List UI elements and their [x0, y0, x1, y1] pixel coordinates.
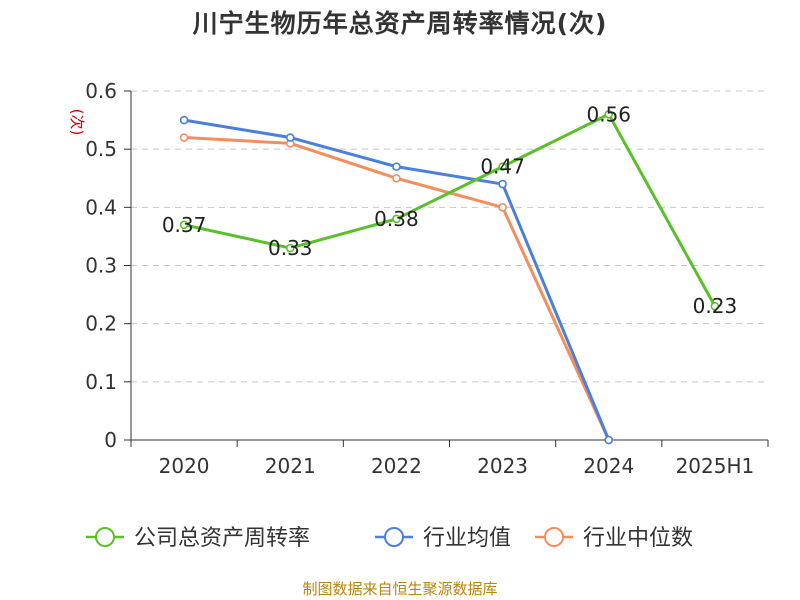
data-label: 0.23 — [693, 294, 738, 318]
legend-swatch-marker — [384, 527, 404, 547]
x-tick-label: 2022 — [371, 454, 422, 478]
data-point — [710, 301, 720, 311]
grid-lines — [131, 90, 768, 383]
y-tick-label: 0.1 — [85, 370, 117, 394]
data-source-note: 制图数据来自恒生聚源数据库 — [302, 580, 498, 598]
data-point — [285, 133, 295, 142]
y-tick-label: 0 — [104, 428, 117, 452]
y-tick-label: 0.4 — [85, 195, 117, 219]
x-tick-label: 2025H1 — [676, 454, 755, 478]
data-point — [392, 173, 401, 183]
legend-item[interactable]: 行业中位数 — [535, 526, 693, 551]
data-point — [392, 214, 401, 224]
series-lines — [179, 109, 720, 445]
data-label: 0.37 — [162, 213, 207, 237]
legend-item[interactable]: 公司总资产周转率 — [86, 526, 310, 551]
data-point — [179, 220, 189, 230]
data-point — [498, 179, 507, 189]
chart-title: 川宁生物历年总资产周转率情况(次) — [192, 9, 608, 38]
y-tick-label: 0.3 — [85, 254, 117, 278]
data-point — [604, 109, 614, 119]
data-point — [179, 115, 189, 125]
legend-swatch-marker — [95, 527, 115, 547]
legend-label: 公司总资产周转率 — [134, 526, 310, 551]
axes: 0 0.1 0.2 0.3 0.4 0.5 0.6 2020 2021 2022 2023 2024 2… — [68, 79, 769, 478]
legend: 公司总资产周转率 行业均值 行业中位数 — [86, 526, 693, 551]
y-tick-label: 0.2 — [85, 312, 117, 336]
data-label: 0.33 — [268, 236, 313, 260]
y-axis-label: (次) — [68, 109, 86, 136]
data-label: 0.56 — [586, 102, 631, 126]
x-tick-label: 2024 — [583, 454, 634, 478]
legend-label: 行业中位数 — [583, 526, 693, 551]
series-line — [182, 112, 717, 308]
data-point — [285, 243, 295, 253]
x-tick-label: 2021 — [265, 454, 316, 478]
data-point — [179, 133, 189, 142]
y-tick-label: 0.5 — [85, 137, 117, 161]
legend-label: 行业均值 — [423, 526, 511, 551]
legend-swatch-marker — [544, 527, 564, 547]
data-point — [498, 203, 507, 212]
data-labels: 0.37 0.33 0.38 0.47 0.56 0.23 — [162, 102, 737, 318]
data-point — [604, 435, 614, 445]
x-tick-label: 2023 — [477, 454, 528, 478]
data-point — [392, 162, 401, 171]
legend-item[interactable]: 行业均值 — [375, 526, 511, 551]
data-label: 0.38 — [374, 207, 419, 231]
x-tick-label: 2020 — [159, 454, 210, 478]
data-point — [498, 162, 507, 171]
y-tick-label: 0.6 — [85, 79, 117, 103]
data-label: 0.47 — [480, 155, 525, 179]
